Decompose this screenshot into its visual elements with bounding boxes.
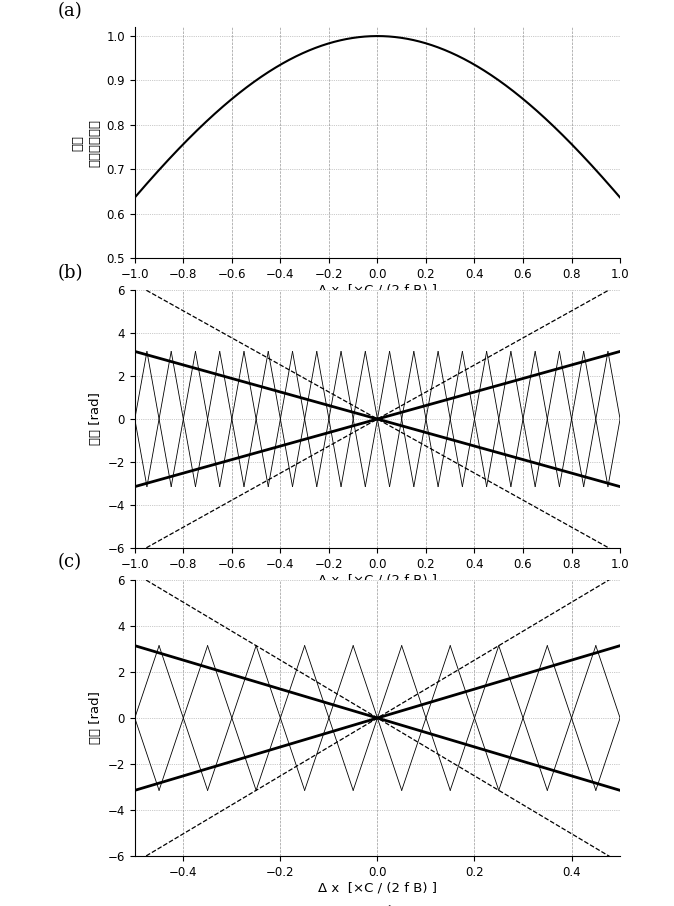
Text: (b): (b) [57, 265, 83, 282]
Text: (a): (a) [57, 2, 82, 20]
X-axis label: Δ x  [×C / (2 f B) ]: Δ x [×C / (2 f B) ] [318, 284, 437, 296]
Y-axis label: 相角 [rad]: 相角 [rad] [89, 392, 102, 446]
Y-axis label: 幅値
（標称化的）: 幅値 （標称化的） [71, 119, 101, 167]
X-axis label: Δ x  [×C / (2 f B) ]: Δ x [×C / (2 f B) ] [318, 573, 437, 586]
Text: (c): (c) [57, 554, 82, 572]
Y-axis label: 相角 [rad]: 相角 [rad] [89, 691, 102, 745]
X-axis label: Δ x  [×C / (2 f B) ]: Δ x [×C / (2 f B) ] [318, 882, 437, 894]
